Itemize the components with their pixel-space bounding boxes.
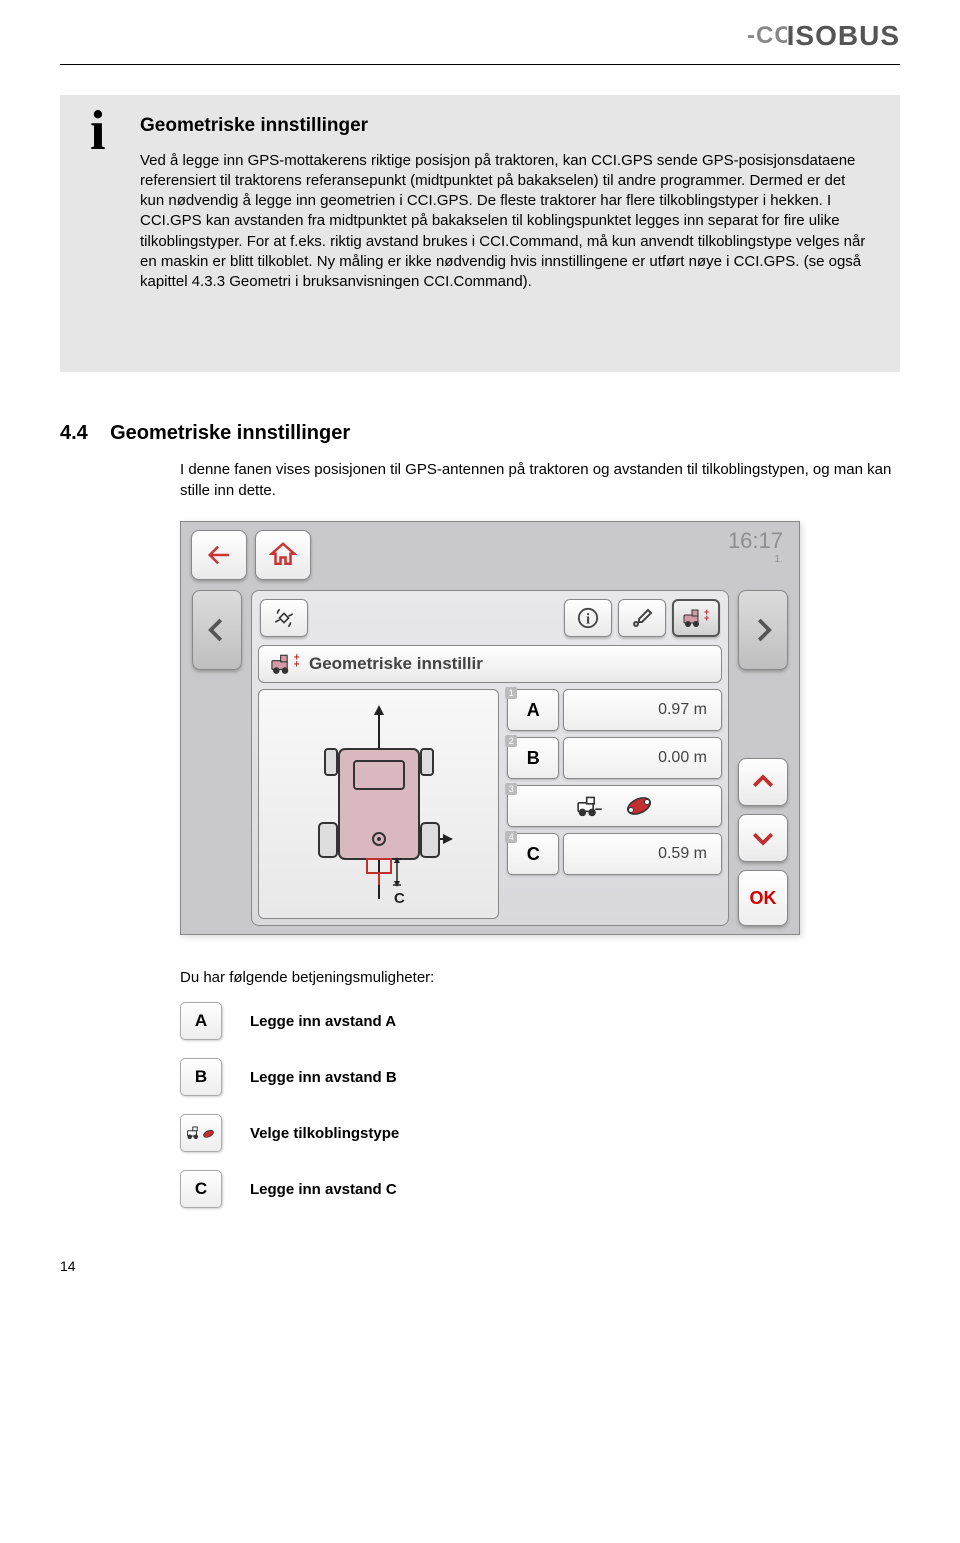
tractor-geometry-diagram: C bbox=[258, 689, 499, 919]
page-number: 14 bbox=[60, 1258, 900, 1274]
option-icon-a: A bbox=[180, 1002, 222, 1040]
row-number-2: 2 bbox=[505, 735, 517, 747]
field-row-b: 2 B 0.00 m bbox=[507, 737, 722, 779]
back-button[interactable] bbox=[191, 530, 247, 580]
page-header: -CC- ISOBUS bbox=[60, 0, 900, 65]
left-nav-column bbox=[189, 590, 245, 926]
hitch-icon bbox=[624, 793, 654, 819]
main-panel: i + + bbox=[251, 590, 729, 926]
geometry-fields: 1 A 0.97 m 2 B 0.00 m 3 bbox=[507, 689, 722, 919]
section-number: 4.4 bbox=[60, 422, 88, 444]
info-body: Ved å legge inn GPS-mottakerens riktige … bbox=[140, 151, 870, 293]
section-title: Geometriske innstillinger bbox=[110, 422, 350, 444]
svg-text:i: i bbox=[586, 612, 590, 628]
logo-prefix: -CC- bbox=[747, 22, 787, 54]
terminal-screenshot: 16:17 1. i bbox=[180, 521, 800, 935]
home-button[interactable] bbox=[255, 530, 311, 580]
clock-time: 16:17 bbox=[728, 528, 783, 553]
option-row-c: C Legge inn avstand C bbox=[180, 1170, 900, 1208]
row-number-3: 3 bbox=[505, 783, 517, 795]
option-row-hitch: Velge tilkoblingstype bbox=[180, 1114, 900, 1152]
tab-satellite[interactable] bbox=[260, 599, 308, 637]
hitch-type-selector[interactable] bbox=[507, 785, 722, 827]
option-label-b: Legge inn avstand B bbox=[250, 1069, 397, 1086]
info-title: Geometriske innstillinger bbox=[140, 115, 870, 137]
panel-title-bar: + + Geometriske innstillir bbox=[258, 645, 722, 683]
scroll-down-button[interactable] bbox=[738, 814, 788, 862]
svg-text:+: + bbox=[704, 613, 709, 623]
row-number-1: 1 bbox=[505, 687, 517, 699]
info-i-icon: i bbox=[90, 109, 106, 154]
clock-sub: 1. bbox=[728, 554, 783, 565]
svg-text:+: + bbox=[294, 660, 300, 671]
option-icon-c: C bbox=[180, 1170, 222, 1208]
ok-button[interactable]: OK bbox=[738, 870, 788, 926]
section-heading: 4.4 Geometriske innstillinger bbox=[60, 422, 900, 445]
value-b[interactable]: 0.00 m bbox=[563, 737, 722, 779]
top-toolbar: 16:17 1. bbox=[181, 522, 799, 586]
clock-display: 16:17 1. bbox=[728, 528, 783, 565]
scroll-up-button[interactable] bbox=[738, 758, 788, 806]
option-label-c: Legge inn avstand C bbox=[250, 1181, 397, 1198]
tractor-plus-icon: + + bbox=[269, 652, 301, 676]
option-icon-hitch bbox=[180, 1114, 222, 1152]
prev-button[interactable] bbox=[192, 590, 242, 670]
section-intro: I denne fanen vises posisjonen til GPS-a… bbox=[180, 459, 900, 501]
field-row-hitch: 3 bbox=[507, 785, 722, 827]
svg-text:-CC-: -CC- bbox=[747, 23, 787, 47]
option-icon-b: B bbox=[180, 1058, 222, 1096]
tab-info[interactable]: i bbox=[564, 599, 612, 637]
right-nav-column: OK bbox=[735, 590, 791, 926]
value-c[interactable]: 0.59 m bbox=[563, 833, 722, 875]
tab-row: i + + bbox=[258, 597, 722, 639]
field-row-a: 1 A 0.97 m bbox=[507, 689, 722, 731]
row-number-4: 4 bbox=[505, 831, 517, 843]
next-button[interactable] bbox=[738, 590, 788, 670]
field-row-c: 4 C 0.59 m bbox=[507, 833, 722, 875]
diagram-c-label: C bbox=[394, 890, 405, 907]
value-a[interactable]: 0.97 m bbox=[563, 689, 722, 731]
options-intro: Du har følgende betjeningsmuligheter: bbox=[180, 969, 900, 986]
panel-title-text: Geometriske innstillir bbox=[309, 654, 483, 674]
tab-settings[interactable] bbox=[618, 599, 666, 637]
option-row-b: B Legge inn avstand B bbox=[180, 1058, 900, 1096]
option-row-a: A Legge inn avstand A bbox=[180, 1002, 900, 1040]
option-label-a: Legge inn avstand A bbox=[250, 1013, 396, 1030]
info-callout: i Geometriske innstillinger Ved å legge … bbox=[60, 95, 900, 373]
logo-text: ISOBUS bbox=[787, 20, 900, 51]
option-label-hitch: Velge tilkoblingstype bbox=[250, 1125, 399, 1142]
ok-label: OK bbox=[750, 888, 777, 909]
brand-logo: -CC- ISOBUS bbox=[747, 20, 900, 54]
tab-geometry[interactable]: + + bbox=[672, 599, 720, 637]
tractor-icon bbox=[576, 793, 606, 819]
